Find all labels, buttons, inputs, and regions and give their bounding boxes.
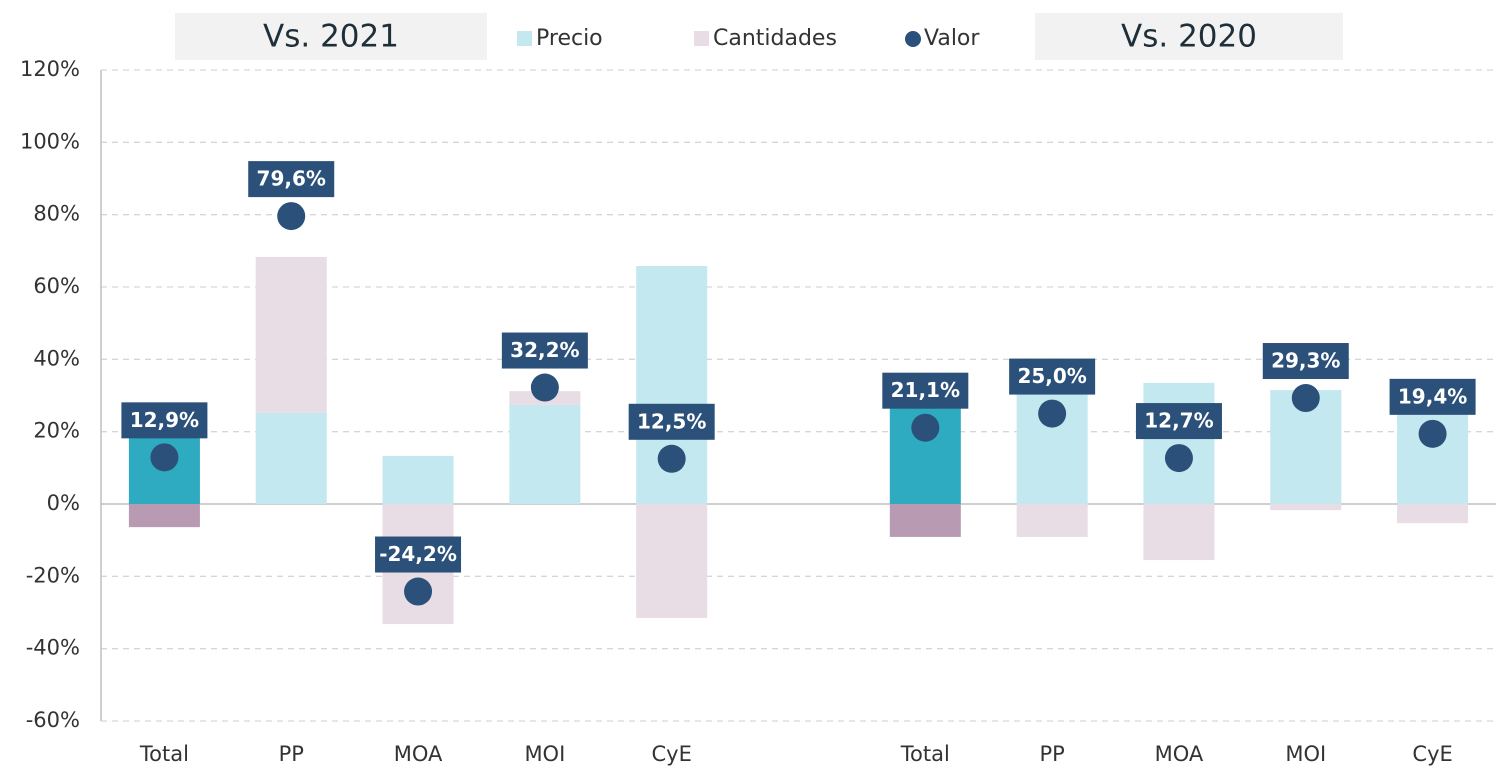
x-tick-label: MOA: [1155, 742, 1204, 766]
data-label-box: [375, 536, 462, 573]
bar: [382, 455, 454, 504]
legend-label: Precio: [536, 26, 603, 51]
legend-label: Cantidades: [713, 26, 837, 51]
bar: [1016, 504, 1088, 537]
x-tick-label: Total: [139, 742, 189, 766]
group-header-box: [175, 13, 487, 60]
y-tick-label: 120%: [20, 57, 80, 81]
bar: [255, 412, 327, 504]
value-dot: [404, 577, 433, 606]
value-dot: [1418, 419, 1447, 448]
data-label: 19,4%: [1398, 384, 1467, 408]
data-label: 29,3%: [1271, 349, 1340, 373]
data-label-box: [628, 403, 715, 440]
value-dot: [1038, 399, 1067, 428]
value-dot: [1164, 444, 1193, 473]
value-dot: [150, 443, 179, 472]
y-tick-label: 100%: [20, 129, 80, 153]
value-dot: [657, 444, 686, 473]
x-tick-label: CyE: [652, 742, 692, 766]
x-tick-label: CyE: [1412, 742, 1452, 766]
y-tick-label: 40%: [33, 346, 80, 370]
bar: [1143, 504, 1215, 561]
data-label: 21,1%: [891, 378, 960, 402]
data-label-box: [121, 402, 208, 439]
bar: [509, 404, 581, 504]
y-tick-label: -20%: [26, 563, 80, 587]
y-tick-label: -60%: [26, 708, 80, 732]
y-tick-label: 80%: [33, 202, 80, 226]
value-dot: [1291, 384, 1320, 413]
x-tick-label: MOI: [524, 742, 565, 766]
legend-marker: [905, 31, 921, 47]
group-header: Vs. 2020: [1121, 19, 1257, 55]
bar: [255, 256, 327, 413]
x-tick-label: MOI: [1285, 742, 1326, 766]
group-header-box: [1035, 13, 1343, 60]
data-label: -24,2%: [379, 542, 457, 566]
data-label: 12,9%: [130, 408, 199, 432]
bar: [636, 504, 708, 618]
group-header: Vs. 2021: [263, 19, 399, 55]
data-label: 12,7%: [1144, 409, 1213, 433]
bar: [889, 504, 961, 537]
y-tick-label: 20%: [33, 419, 80, 443]
data-label-box: [248, 161, 335, 198]
bar: [1143, 382, 1215, 504]
value-dot: [911, 413, 940, 442]
y-tick-label: 0%: [47, 491, 80, 515]
data-label: 12,5%: [637, 409, 706, 433]
data-label-box: [501, 332, 588, 369]
value-dot: [530, 373, 559, 402]
x-tick-label: MOA: [394, 742, 443, 766]
x-tick-label: PP: [279, 742, 304, 766]
legend-label: Valor: [924, 26, 980, 51]
data-label: 25,0%: [1017, 364, 1086, 388]
x-tick-label: PP: [1039, 742, 1064, 766]
value-dot: [277, 202, 306, 231]
data-label-box: [1389, 378, 1476, 415]
data-label-box: [1262, 343, 1349, 380]
y-tick-label: -40%: [26, 636, 80, 660]
bar: [128, 504, 200, 528]
data-label-box: [1009, 358, 1096, 395]
x-tick-label: Total: [900, 742, 950, 766]
data-label-box: [1135, 403, 1222, 440]
data-label-box: [882, 372, 969, 409]
y-tick-label: 60%: [33, 274, 80, 298]
data-label: 32,2%: [510, 338, 579, 362]
data-label: 79,6%: [257, 167, 326, 191]
bar: [1270, 504, 1342, 511]
legend-marker: [517, 31, 532, 46]
legend-marker: [694, 31, 709, 46]
bar: [1397, 504, 1469, 524]
